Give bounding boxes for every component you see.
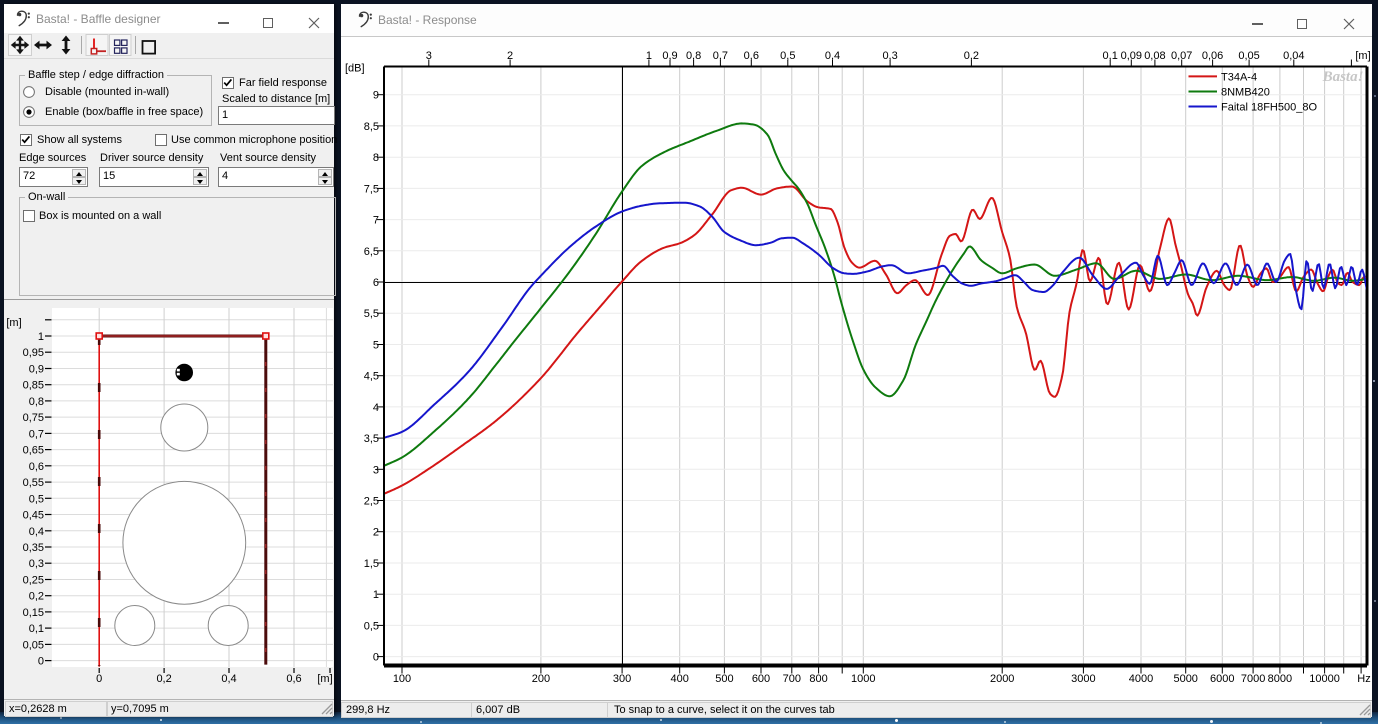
svg-text:0,7: 0,7 xyxy=(29,428,44,440)
svg-text:0,5: 0,5 xyxy=(780,50,795,62)
svg-text:[dB]: [dB] xyxy=(345,63,365,75)
svg-text:0: 0 xyxy=(96,673,102,685)
svg-text:300: 300 xyxy=(613,673,631,685)
svg-text:0,4: 0,4 xyxy=(825,50,840,62)
svg-text:0,15: 0,15 xyxy=(23,607,44,619)
svg-text:1,5: 1,5 xyxy=(364,558,379,570)
svg-text:0,4: 0,4 xyxy=(29,526,44,538)
svg-text:0: 0 xyxy=(38,656,44,668)
svg-text:0,09: 0,09 xyxy=(1121,50,1142,62)
svg-text:0,6: 0,6 xyxy=(286,673,301,685)
svg-text:200: 200 xyxy=(532,673,550,685)
svg-text:600: 600 xyxy=(752,673,770,685)
svg-text:0,3: 0,3 xyxy=(29,558,44,570)
svg-text:5000: 5000 xyxy=(1173,673,1197,685)
svg-text:0,95: 0,95 xyxy=(23,347,44,359)
svg-text:Hz: Hz xyxy=(1357,673,1370,685)
svg-text:1: 1 xyxy=(646,50,652,62)
svg-text:[m]: [m] xyxy=(6,317,21,329)
svg-text:6000: 6000 xyxy=(1210,673,1234,685)
svg-text:4,5: 4,5 xyxy=(364,371,379,383)
svg-text:2: 2 xyxy=(373,527,379,539)
svg-text:0,6: 0,6 xyxy=(29,461,44,473)
svg-text:0,65: 0,65 xyxy=(23,445,44,457)
svg-text:0,1: 0,1 xyxy=(1103,50,1118,62)
svg-text:10000: 10000 xyxy=(1309,673,1340,685)
svg-text:0,85: 0,85 xyxy=(23,380,44,392)
svg-text:100: 100 xyxy=(393,673,411,685)
svg-text:5: 5 xyxy=(373,340,379,352)
svg-text:7,5: 7,5 xyxy=(364,183,379,195)
svg-text:2000: 2000 xyxy=(990,673,1014,685)
svg-text:0,8: 0,8 xyxy=(686,50,701,62)
svg-text:3: 3 xyxy=(426,50,432,62)
svg-text:3: 3 xyxy=(373,464,379,476)
svg-text:2: 2 xyxy=(507,50,513,62)
svg-text:0,5: 0,5 xyxy=(29,493,44,505)
svg-text:700: 700 xyxy=(783,673,801,685)
svg-text:1: 1 xyxy=(373,589,379,601)
svg-text:0,9: 0,9 xyxy=(662,50,677,62)
svg-text:8,5: 8,5 xyxy=(364,121,379,133)
svg-text:500: 500 xyxy=(715,673,733,685)
svg-text:8: 8 xyxy=(373,152,379,164)
svg-text:400: 400 xyxy=(671,673,689,685)
svg-text:[m]: [m] xyxy=(1355,50,1370,62)
svg-text:[m]: [m] xyxy=(317,673,332,685)
svg-text:0,1: 0,1 xyxy=(29,623,44,635)
svg-text:0,07: 0,07 xyxy=(1171,50,1192,62)
svg-text:4000: 4000 xyxy=(1129,673,1153,685)
svg-text:7: 7 xyxy=(373,215,379,227)
svg-text:Faital 18FH500_8O: Faital 18FH500_8O xyxy=(1221,102,1317,114)
svg-text:0,9: 0,9 xyxy=(29,364,44,376)
svg-text:800: 800 xyxy=(809,673,827,685)
svg-text:8NMB420: 8NMB420 xyxy=(1221,87,1270,99)
svg-text:0,04: 0,04 xyxy=(1283,50,1304,62)
svg-text:5,5: 5,5 xyxy=(364,308,379,320)
svg-text:0,25: 0,25 xyxy=(23,575,44,587)
svg-text:0,2: 0,2 xyxy=(964,50,979,62)
svg-text:0,2: 0,2 xyxy=(156,673,171,685)
svg-text:0,08: 0,08 xyxy=(1144,50,1165,62)
svg-text:1: 1 xyxy=(38,331,44,343)
svg-text:0,6: 0,6 xyxy=(744,50,759,62)
svg-text:0,2: 0,2 xyxy=(29,591,44,603)
svg-text:Basta!: Basta! xyxy=(1322,69,1364,85)
svg-text:4: 4 xyxy=(373,402,379,414)
svg-text:0: 0 xyxy=(373,652,379,664)
svg-text:0,5: 0,5 xyxy=(364,620,379,632)
svg-text:0,4: 0,4 xyxy=(221,673,236,685)
svg-text:1000: 1000 xyxy=(851,673,875,685)
svg-text:0,75: 0,75 xyxy=(23,412,44,424)
svg-text:8000: 8000 xyxy=(1268,673,1292,685)
svg-text:0,8: 0,8 xyxy=(29,396,44,408)
svg-text:0,7: 0,7 xyxy=(713,50,728,62)
svg-text:0,35: 0,35 xyxy=(23,542,44,554)
svg-text:7000: 7000 xyxy=(1241,673,1265,685)
svg-text:6,5: 6,5 xyxy=(364,246,379,258)
svg-text:0,05: 0,05 xyxy=(1238,50,1259,62)
svg-text:0,05: 0,05 xyxy=(23,639,44,651)
svg-text:3,5: 3,5 xyxy=(364,433,379,445)
svg-text:3000: 3000 xyxy=(1071,673,1095,685)
svg-text:0,45: 0,45 xyxy=(23,510,44,522)
svg-text:0,3: 0,3 xyxy=(882,50,897,62)
svg-text:2,5: 2,5 xyxy=(364,496,379,508)
svg-text:6: 6 xyxy=(373,277,379,289)
svg-text:T34A-4: T34A-4 xyxy=(1221,71,1257,83)
svg-text:0,55: 0,55 xyxy=(23,477,44,489)
svg-text:9: 9 xyxy=(373,90,379,102)
svg-text:0,06: 0,06 xyxy=(1202,50,1223,62)
